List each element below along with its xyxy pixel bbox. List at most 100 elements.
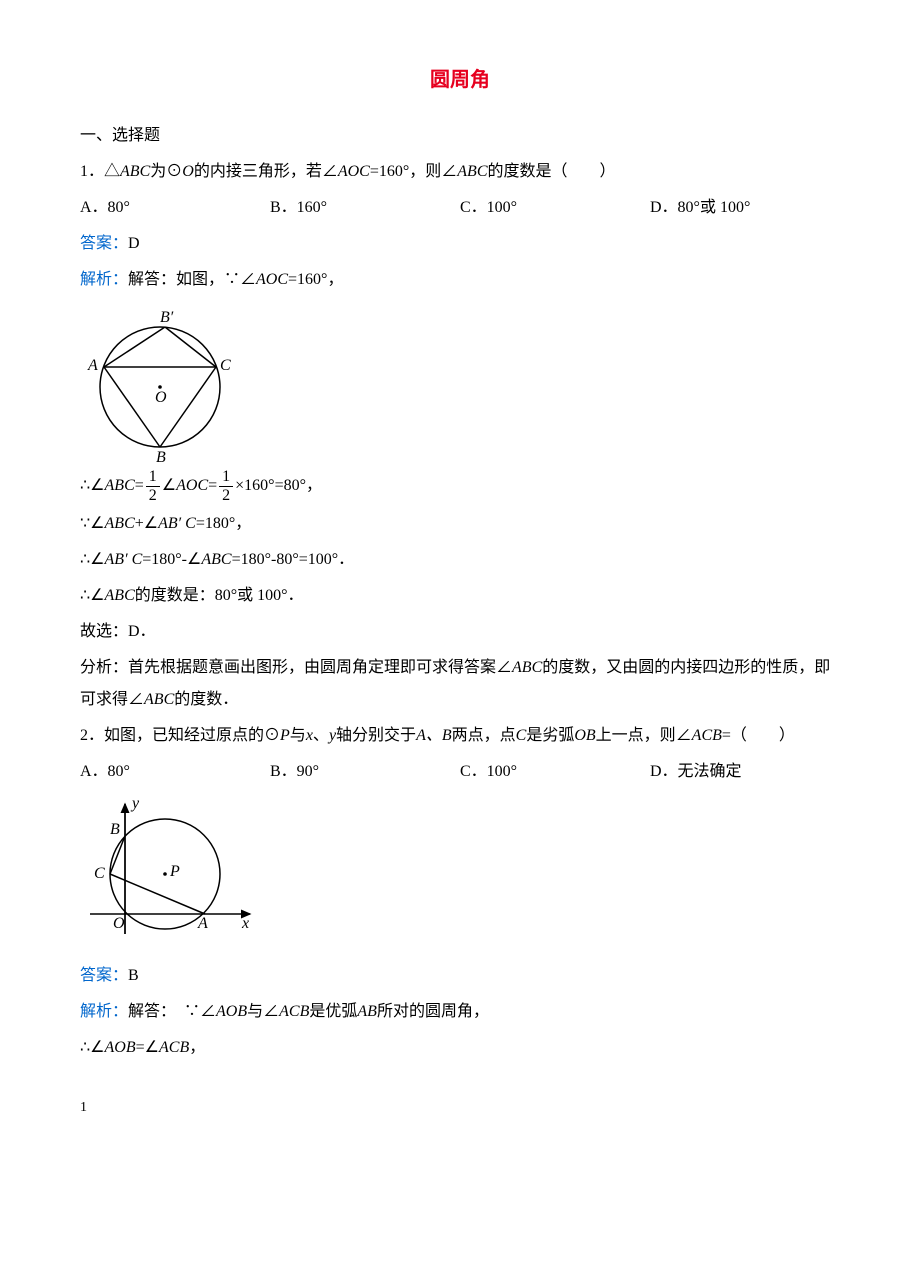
denominator: 2	[219, 487, 233, 505]
text: 1．△	[80, 163, 120, 180]
text: 是劣弧	[526, 727, 574, 744]
label-o: O	[155, 389, 167, 406]
opt-b: B．90°	[270, 756, 460, 788]
text: ∴∠	[80, 587, 105, 604]
text: 与	[290, 727, 306, 744]
text: 为⊙	[150, 163, 182, 180]
opt-b: B．160°	[270, 192, 460, 224]
opt-d: D．无法确定	[650, 756, 840, 788]
label-c: C	[220, 357, 231, 374]
text: 、	[313, 727, 329, 744]
answer-value: B	[128, 967, 139, 984]
text: +∠	[135, 515, 158, 532]
ab: A、B	[416, 727, 452, 744]
opt-a: A．80°	[80, 756, 270, 788]
text: =160°，	[288, 271, 343, 288]
q1-analysis: 分析：首先根据题意画出图形，由圆周角定理即可求得答案∠ABC的度数，又由圆的内接…	[80, 652, 840, 716]
q1-options: A．80° B．160° C．100° D．80°或 100°	[80, 192, 840, 224]
text: =∠	[136, 1039, 159, 1056]
o: O	[182, 163, 194, 180]
explain-label: 解析：	[80, 1003, 128, 1020]
denominator: 2	[146, 487, 160, 505]
text: 分析：首先根据题意画出图形，由圆周角定理即可求得答案∠	[80, 659, 512, 676]
label-y: y	[130, 795, 140, 812]
label-o: O	[113, 915, 125, 932]
text: =180°-∠	[142, 551, 201, 568]
abc: ABC	[144, 691, 174, 708]
opt-c: C．100°	[460, 192, 650, 224]
abpc: AB′ C	[105, 551, 143, 568]
p: P	[280, 727, 290, 744]
q1-answer: 答案：D	[80, 228, 840, 260]
aob: AOB	[105, 1039, 136, 1056]
text: 所对的圆周角，	[377, 1003, 489, 1020]
abc: ABC	[105, 477, 135, 494]
c: C	[516, 727, 527, 744]
ob: OB	[574, 727, 595, 744]
ab: AB	[357, 1003, 377, 1020]
label-b: B	[156, 449, 166, 462]
aoc: AOC	[338, 163, 370, 180]
q1-explain-3: ∵∠ABC+∠AB′ C=180°，	[80, 508, 840, 540]
text: =180°-80°=100°．	[232, 551, 355, 568]
answer-label: 答案：	[80, 235, 128, 252]
page-number: 1	[80, 1094, 840, 1122]
abc: ABC	[105, 515, 135, 532]
fraction-half: 12	[146, 468, 160, 504]
label-p: P	[169, 863, 180, 880]
text: ∴∠	[80, 1039, 105, 1056]
opt-a: A．80°	[80, 192, 270, 224]
q1-explain-2: ∴∠ABC=12∠AOC=12×160°=80°，	[80, 468, 840, 504]
label-x: x	[241, 915, 249, 932]
figure-2: y x B C P O A	[80, 794, 260, 954]
aoc: AOC	[256, 271, 288, 288]
abc: ABC	[120, 163, 150, 180]
text: ∵∠	[80, 515, 105, 532]
aoc: AOC	[176, 477, 208, 494]
text: 上一点，则∠	[596, 727, 692, 744]
abc: ABC	[457, 163, 487, 180]
label-b-prime: B′	[160, 309, 174, 326]
text: ∴∠	[80, 551, 105, 568]
answer-label: 答案：	[80, 967, 128, 984]
fraction-half: 12	[219, 468, 233, 504]
text: 的度数是（ ）	[487, 163, 615, 180]
acb: ACB	[279, 1003, 309, 1020]
label-a: A	[87, 357, 98, 374]
text: 2．如图，已知经过原点的⊙	[80, 727, 280, 744]
q1-explain-5: ∴∠ABC的度数是：80°或 100°．	[80, 580, 840, 612]
opt-d: D．80°或 100°	[650, 192, 840, 224]
text: ×160°=80°，	[235, 477, 322, 494]
abpc: AB′ C	[158, 515, 196, 532]
text: 解答： ∵∠	[128, 1003, 216, 1020]
abc: ABC	[512, 659, 542, 676]
q1-explain-4: ∴∠AB′ C=180°-∠ABC=180°-80°=100°．	[80, 544, 840, 576]
text: 的内接三角形，若∠	[194, 163, 338, 180]
opt-c: C．100°	[460, 756, 650, 788]
label-b: B	[110, 821, 120, 838]
page-title: 圆周角	[80, 60, 840, 100]
text: =	[135, 477, 144, 494]
text: 与∠	[247, 1003, 279, 1020]
figure-1: B′ A C O B	[80, 302, 240, 462]
text: =	[208, 477, 217, 494]
text: =160°，则∠	[370, 163, 457, 180]
label-c: C	[94, 865, 105, 882]
q1-stem: 1．△ABC为⊙O的内接三角形，若∠AOC=160°，则∠ABC的度数是（ ）	[80, 156, 840, 188]
numerator: 1	[146, 468, 160, 487]
numerator: 1	[219, 468, 233, 487]
q2-explain-1: 解析：解答： ∵∠AOB与∠ACB是优弧AB所对的圆周角，	[80, 996, 840, 1028]
abc: ABC	[105, 587, 135, 604]
section-heading: 一、选择题	[80, 120, 840, 152]
text: =180°，	[196, 515, 251, 532]
aob: AOB	[216, 1003, 247, 1020]
text: ，	[189, 1039, 205, 1056]
text: =（ ）	[722, 727, 795, 744]
text: ∴∠	[80, 477, 105, 494]
acb: ACB	[159, 1039, 189, 1056]
acb: ACB	[692, 727, 722, 744]
text: 轴分别交于	[336, 727, 416, 744]
q2-stem: 2．如图，已知经过原点的⊙P与x、y轴分别交于A、B两点，点C是劣弧OB上一点，…	[80, 720, 840, 752]
label-a: A	[197, 915, 208, 932]
text: 的度数．	[174, 691, 238, 708]
